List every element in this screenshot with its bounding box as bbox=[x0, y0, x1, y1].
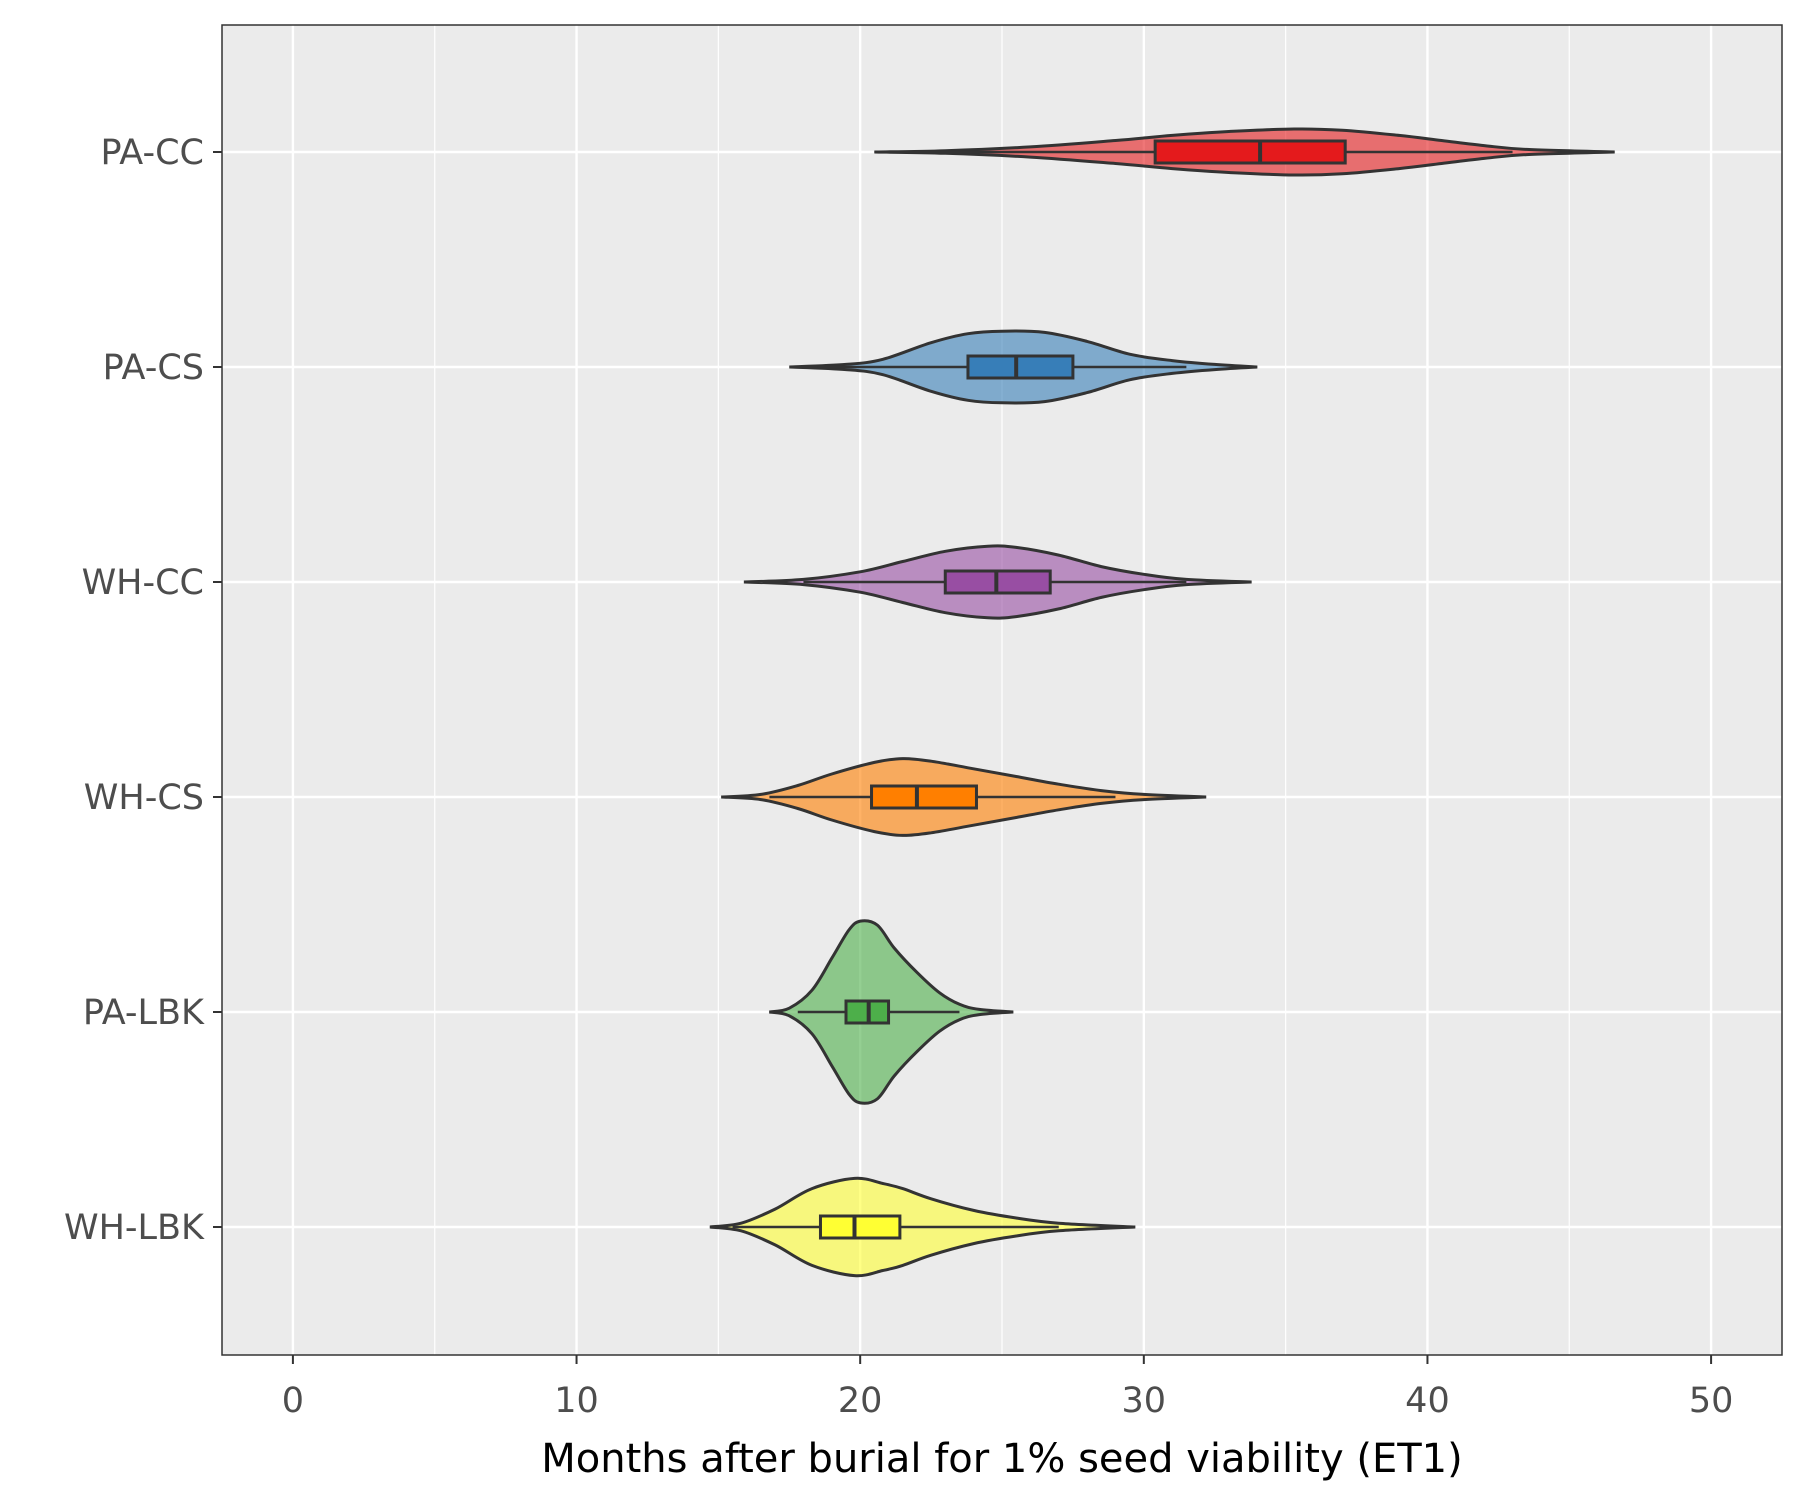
y-axis: PA-CC PA-CS WH-CC WH-CS PA-LBK WH-LBK bbox=[64, 133, 222, 1248]
box-iqr bbox=[870, 784, 978, 810]
y-tick-label: PA-LBK bbox=[83, 993, 205, 1033]
x-tick-label: 10 bbox=[554, 1381, 599, 1421]
violin-group bbox=[721, 757, 1207, 837]
y-tick-label: WH-CS bbox=[84, 778, 204, 818]
violins bbox=[709, 127, 1615, 1278]
box-iqr bbox=[1153, 139, 1347, 165]
x-axis: 0 10 20 30 40 50 bbox=[282, 1355, 1734, 1421]
y-tick-label: WH-CC bbox=[82, 563, 204, 603]
x-tick-label: 0 bbox=[282, 1381, 304, 1421]
box-iqr bbox=[818, 1214, 902, 1240]
panel-border bbox=[221, 24, 1783, 1356]
x-tick-label: 30 bbox=[1122, 1381, 1167, 1421]
violin-group bbox=[874, 127, 1615, 177]
violin-group bbox=[709, 1176, 1136, 1278]
violin-group bbox=[769, 919, 1014, 1105]
x-axis-title: Months after burial for 1% seed viabilit… bbox=[541, 1436, 1462, 1482]
box-iqr bbox=[966, 354, 1075, 380]
y-tick-label: PA-CS bbox=[103, 348, 204, 388]
y-tick-label: PA-CC bbox=[100, 133, 204, 173]
x-tick-label: 20 bbox=[838, 1381, 883, 1421]
violin-group bbox=[789, 329, 1258, 405]
y-tick-label: WH-LBK bbox=[64, 1208, 205, 1248]
violin-group bbox=[743, 544, 1252, 620]
x-tick-label: 50 bbox=[1689, 1381, 1734, 1421]
x-tick-label: 40 bbox=[1405, 1381, 1450, 1421]
